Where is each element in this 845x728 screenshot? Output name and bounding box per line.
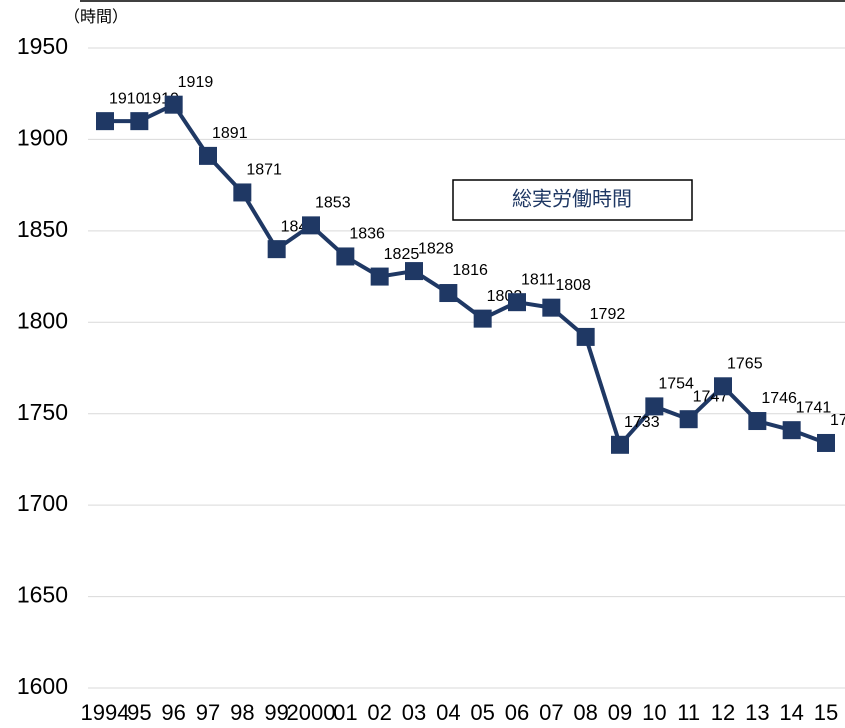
point-marker — [164, 95, 183, 114]
x-tick-label: 11 — [677, 700, 700, 725]
point-marker — [817, 433, 835, 452]
y-tick-label: 1700 — [17, 490, 68, 516]
point-marker — [439, 284, 458, 303]
legend-box — [452, 179, 693, 221]
x-tick-label: 02 — [367, 700, 391, 725]
data-label: 1734 — [830, 412, 845, 429]
data-label: 1836 — [349, 226, 385, 243]
point-marker — [576, 327, 595, 346]
x-tick-label: 07 — [539, 700, 563, 725]
y-tick-label: 1750 — [17, 399, 68, 425]
point-marker — [542, 298, 561, 317]
x-tick-label: 13 — [745, 700, 769, 725]
x-tick-label: 10 — [642, 700, 666, 725]
data-label: 1733 — [624, 414, 660, 431]
x-tick-label: 06 — [505, 700, 529, 725]
y-axis-label: （時間） — [64, 8, 128, 26]
point-marker — [508, 293, 526, 312]
point-marker — [405, 262, 423, 281]
x-tick-label: 12 — [711, 700, 735, 725]
series-line — [105, 102, 827, 449]
data-label: 1746 — [761, 390, 797, 407]
point-marker — [233, 183, 252, 202]
x-tick-label: 96 — [161, 700, 185, 725]
point-marker — [130, 112, 149, 131]
y-tick-label: 1850 — [17, 216, 68, 242]
x-tick-label: 01 — [333, 700, 357, 725]
y-tick-label: 1600 — [17, 673, 68, 699]
x-tick-label: 99 — [264, 700, 288, 725]
x-tick-label: 98 — [230, 700, 254, 725]
data-label: 1811 — [521, 271, 556, 288]
point-marker — [714, 377, 732, 396]
y-tick-label: 1950 — [17, 33, 68, 59]
data-label: 1919 — [178, 74, 214, 91]
point-marker — [302, 216, 320, 235]
data-label: 1853 — [315, 195, 351, 212]
point-marker — [370, 267, 389, 286]
x-tick-label: 04 — [436, 700, 460, 725]
x-tick-label: 15 — [814, 700, 838, 725]
x-tick-label: 1994 — [81, 700, 130, 725]
x-tick-label: 05 — [470, 700, 494, 725]
point-marker — [748, 412, 767, 431]
point-marker — [645, 397, 664, 416]
y-tick-label: 1650 — [17, 582, 68, 608]
x-tick-label: 2000 — [287, 700, 336, 725]
x-tick-label: 08 — [573, 700, 597, 725]
x-tick-label: 03 — [402, 700, 426, 725]
x-tick-label: 14 — [779, 700, 803, 725]
point-marker — [96, 112, 114, 131]
point-marker — [336, 247, 355, 266]
x-tick-label: 09 — [608, 700, 632, 725]
data-label: 1754 — [658, 376, 694, 393]
x-tick-label: 95 — [127, 700, 151, 725]
y-tick-label: 1800 — [17, 307, 68, 333]
data-label: 1828 — [418, 240, 454, 257]
data-label: 1741 — [796, 399, 832, 416]
x-tick-label: 97 — [196, 700, 220, 725]
data-label: 1816 — [452, 262, 488, 279]
point-marker — [782, 421, 801, 440]
data-label: 1808 — [555, 277, 591, 294]
data-label: 1910 — [109, 90, 145, 107]
legend-label: 総実労働時間 — [512, 187, 632, 210]
point-marker — [679, 410, 698, 429]
point-marker — [611, 435, 629, 454]
y-tick-label: 1900 — [17, 125, 68, 151]
data-label: 1765 — [727, 356, 763, 373]
data-label: 1871 — [246, 162, 282, 179]
data-label: 1891 — [212, 125, 248, 142]
data-label: 1825 — [384, 246, 420, 263]
point-marker — [473, 309, 492, 328]
point-marker — [199, 146, 217, 165]
point-marker — [267, 240, 286, 259]
data-label: 1792 — [590, 306, 626, 323]
